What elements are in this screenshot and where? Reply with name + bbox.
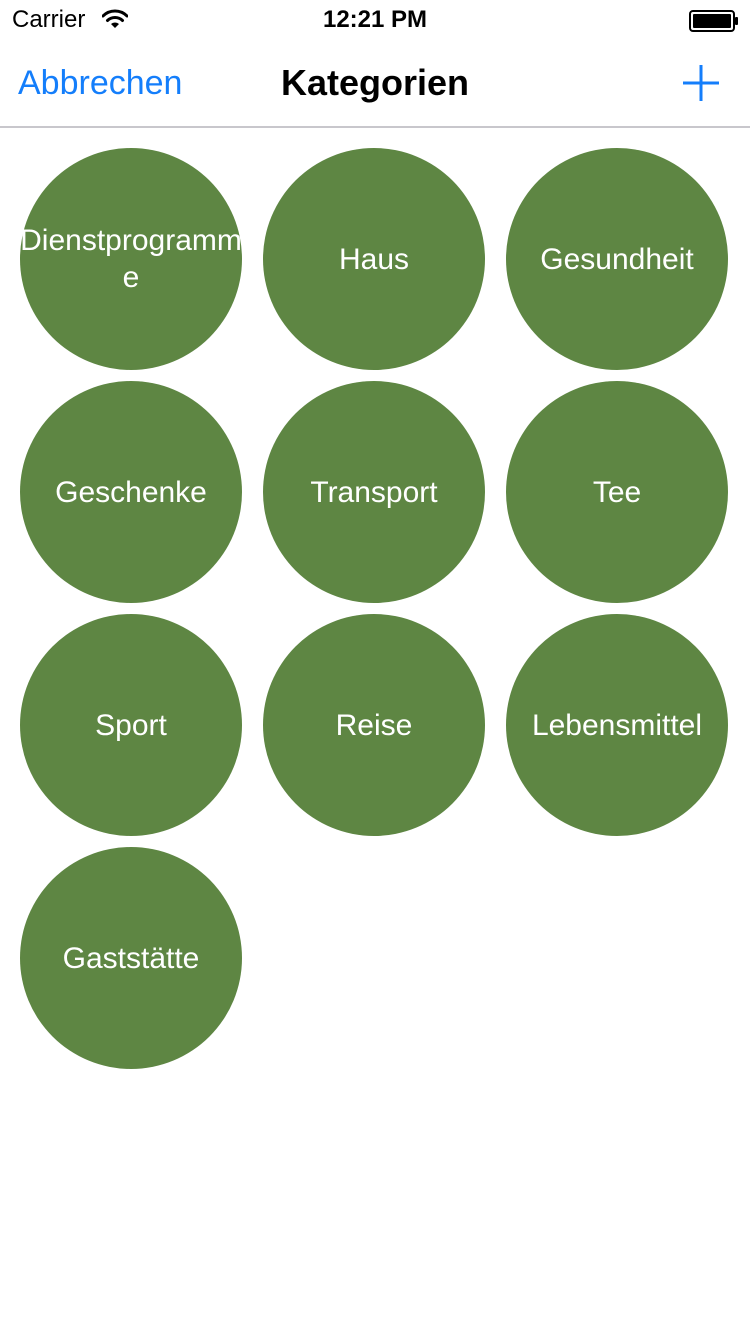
- category-label: Geschenke: [55, 475, 207, 509]
- category-bubble[interactable]: Gesundheit: [506, 148, 728, 370]
- category-bubble[interactable]: Gaststätte: [20, 847, 242, 1069]
- category-bubble[interactable]: Transport: [263, 381, 485, 603]
- category-bubble[interactable]: Tee: [506, 381, 728, 603]
- status-bar: Carrier 12:21 PM: [0, 0, 750, 40]
- category-bubble[interactable]: Haus: [263, 148, 485, 370]
- cancel-button[interactable]: Abbrechen: [18, 64, 183, 102]
- category-label: Gesundheit: [540, 242, 694, 276]
- page-title: Kategorien: [280, 62, 470, 103]
- category-bubble[interactable]: Lebensmittel: [506, 614, 728, 836]
- plus-icon[interactable]: [682, 64, 720, 102]
- category-bubble[interactable]: Reise: [263, 614, 485, 836]
- category-label: Haus: [338, 242, 410, 276]
- category-bubble[interactable]: Dienstprogramme: [20, 148, 242, 370]
- category-bubble[interactable]: Sport: [20, 614, 242, 836]
- category-label: Gaststätte: [62, 941, 200, 975]
- category-grid: Dienstprogramme Haus Gesundheit Geschenke Tr…: [20, 148, 750, 1069]
- status-time: 12:21 PM: [322, 6, 428, 33]
- carrier-label: Carrier: [12, 6, 86, 33]
- battery-icon: [689, 10, 738, 32]
- navigation-bar: Abbrechen Kategorien: [0, 40, 750, 128]
- wifi-icon: [102, 9, 128, 28]
- category-label: Transport: [310, 475, 438, 509]
- category-label: Reise: [335, 708, 413, 742]
- category-label: Dienstprogramme: [20, 224, 242, 294]
- category-label: Lebensmittel: [531, 708, 703, 742]
- category-label: Tee: [592, 475, 642, 509]
- category-bubble[interactable]: Geschenke: [20, 381, 242, 603]
- category-label: Sport: [95, 708, 167, 742]
